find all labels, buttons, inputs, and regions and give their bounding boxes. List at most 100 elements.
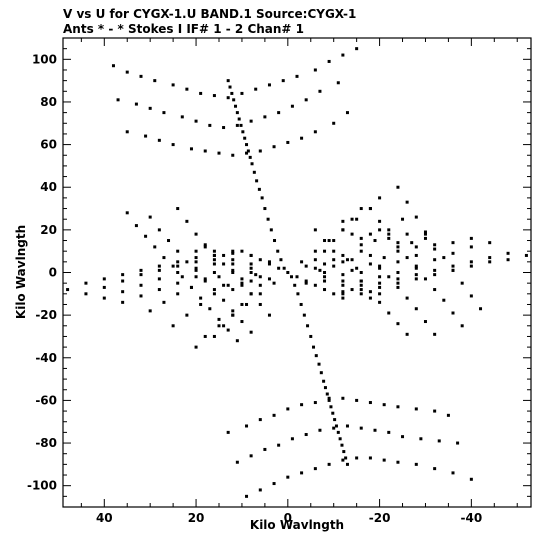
uv-point <box>252 170 256 174</box>
uv-point <box>396 277 400 281</box>
uv-point <box>333 418 337 422</box>
uv-point <box>222 262 226 266</box>
uv-point <box>111 64 115 68</box>
uv-point <box>157 277 161 281</box>
uv-point <box>318 268 322 272</box>
uv-point <box>323 279 327 283</box>
uv-point <box>194 345 198 349</box>
uv-point <box>359 236 363 240</box>
uv-point <box>125 211 129 215</box>
uv-point <box>345 462 349 466</box>
uv-point <box>231 268 235 272</box>
uv-point <box>442 298 446 302</box>
uv-point <box>355 266 359 270</box>
uv-point <box>240 320 244 324</box>
uv-point <box>254 87 258 91</box>
uv-point <box>258 488 262 492</box>
uv-point <box>125 70 129 74</box>
uv-point <box>269 228 273 232</box>
uv-point <box>194 275 198 279</box>
uv-point <box>318 89 322 93</box>
uv-point <box>306 324 310 328</box>
uv-point <box>258 302 262 306</box>
uv-point <box>345 111 349 115</box>
uv-point <box>121 279 125 283</box>
uv-point <box>378 275 382 279</box>
uv-point <box>157 228 161 232</box>
uv-point <box>84 292 88 296</box>
uv-point <box>341 53 345 57</box>
uv-point <box>313 249 317 253</box>
uv-point <box>304 281 308 285</box>
uv-point <box>341 273 345 277</box>
uv-point <box>433 467 437 471</box>
uv-point <box>327 59 331 63</box>
uv-point <box>451 268 455 272</box>
uv-point <box>240 302 244 306</box>
uv-point <box>226 96 230 100</box>
uv-point <box>293 283 297 287</box>
uv-point <box>194 232 198 236</box>
uv-point <box>325 392 329 396</box>
uv-point <box>451 241 455 245</box>
uv-point <box>199 302 203 306</box>
uv-point <box>212 288 216 292</box>
uv-point <box>217 151 221 155</box>
uv-point <box>304 433 308 437</box>
uv-point <box>304 98 308 102</box>
uv-point <box>387 236 391 240</box>
uv-point <box>171 324 175 328</box>
uv-point <box>189 147 193 151</box>
uv-point <box>121 290 125 294</box>
uv-point <box>286 271 290 274</box>
uv-point <box>350 268 354 272</box>
uv-point <box>231 262 235 266</box>
uv-point <box>524 253 528 257</box>
uv-point <box>313 228 317 232</box>
uv-point <box>387 228 391 232</box>
uv-point <box>433 258 437 262</box>
uv-point <box>359 283 363 287</box>
y-tick-label: -100 <box>27 479 57 493</box>
uv-point <box>341 260 345 264</box>
uv-point <box>267 260 271 264</box>
uv-point <box>313 283 317 287</box>
uv-point <box>405 200 409 204</box>
uv-point <box>313 68 317 72</box>
uv-point <box>171 264 175 268</box>
uv-point <box>231 288 235 292</box>
uv-point <box>245 494 249 498</box>
uv-point <box>423 230 427 234</box>
uv-point <box>332 264 336 268</box>
uv-point <box>235 111 239 115</box>
uv-point <box>240 91 244 95</box>
uv-point <box>336 81 340 85</box>
uv-point <box>208 307 212 311</box>
x-axis-label: Kilo Wavlngth <box>250 518 344 532</box>
uv-point <box>153 79 157 83</box>
uv-point <box>263 447 267 451</box>
uv-point <box>249 266 253 270</box>
uv-point <box>378 228 382 232</box>
uv-point <box>378 292 382 296</box>
uv-point <box>231 309 235 313</box>
uv-point <box>139 283 143 287</box>
x-tick-label: -20 <box>369 511 391 525</box>
uv-point <box>139 273 143 277</box>
uv-point <box>231 251 235 255</box>
uv-point <box>266 217 270 221</box>
uv-point <box>442 256 446 260</box>
uv-point <box>312 345 316 349</box>
uv-point <box>249 330 253 334</box>
uv-point <box>249 119 253 123</box>
uv-point <box>396 249 400 253</box>
uv-point <box>334 424 338 428</box>
uv-point <box>419 437 423 441</box>
uv-point <box>203 279 207 283</box>
uv-point <box>176 271 180 274</box>
uv-point <box>433 243 437 247</box>
uv-point <box>350 232 354 236</box>
uv-point <box>359 279 363 283</box>
uv-point <box>433 247 437 251</box>
uv-point <box>332 239 336 243</box>
